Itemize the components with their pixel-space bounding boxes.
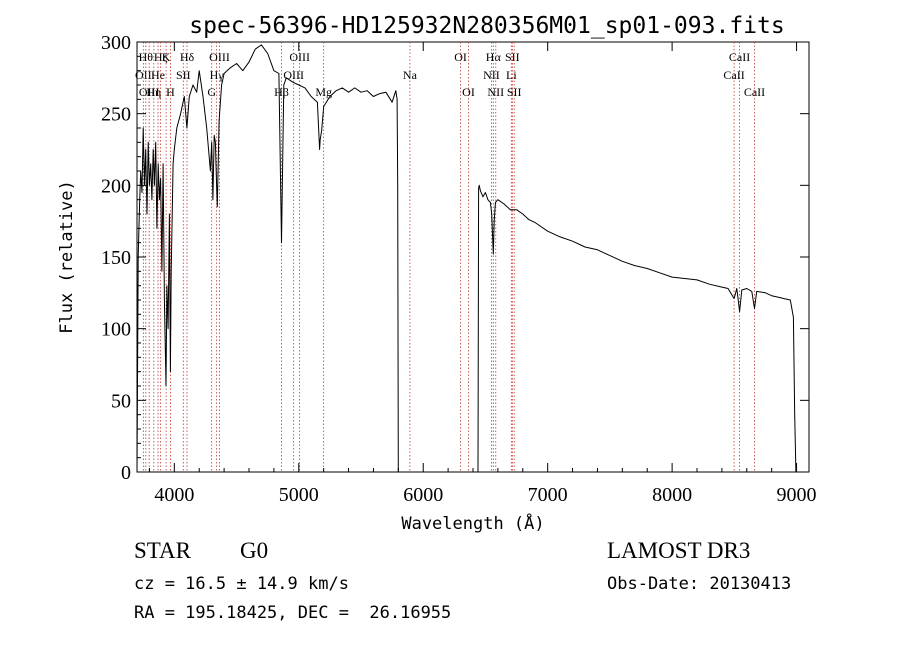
feature-label: OIII: [283, 68, 304, 82]
feature-label: CaII: [744, 85, 765, 99]
y-tick-label: 250: [101, 104, 131, 126]
feature-label: OIII: [209, 50, 230, 64]
coordinates: RA = 195.18425, DEC = 26.16955: [134, 603, 452, 623]
feature-label: SII: [505, 50, 520, 64]
x-tick-label: 8000: [652, 484, 692, 506]
feature-label: SII: [507, 85, 522, 99]
x-axis-label: Wavelength (Å): [401, 512, 544, 534]
redshift-value: cz = 16.5 ± 14.9 km/s: [134, 574, 349, 594]
feature-label: H: [166, 85, 175, 99]
object-class: STAR: [134, 538, 191, 563]
observation-date: Obs-Date: 20130413: [607, 574, 792, 594]
y-tick-label: 100: [101, 319, 131, 341]
feature-label: SII: [176, 68, 191, 82]
spectrum-chart: OIIHθOIIIHηHeHζKHSIIHδGHγOIIIHβOIIIOIIIM…: [57, 13, 817, 534]
feature-label: G: [207, 85, 216, 99]
feature-label: Na: [403, 68, 418, 82]
feature-label: OII: [135, 68, 152, 82]
survey-name: LAMOST DR3: [607, 538, 751, 563]
y-tick-label: 150: [101, 247, 131, 269]
feature-label: Li: [506, 68, 517, 82]
feature-label: CaII: [723, 68, 744, 82]
feature-label: NII: [487, 85, 504, 99]
chart-title: spec-56396-HD125932N280356M01_sp01-093.f…: [189, 13, 784, 39]
y-tick-label: 200: [101, 175, 131, 197]
feature-label: Hβ: [274, 85, 289, 99]
feature-label: NII: [483, 68, 500, 82]
x-tick-label: 6000: [403, 484, 443, 506]
spectrum-line-1: [136, 44, 399, 473]
feature-label: OI: [462, 85, 475, 99]
y-tick-label: 50: [111, 390, 131, 412]
feature-label: Hα: [486, 50, 502, 64]
feature-label: He: [151, 68, 165, 82]
feature-label: CaII: [729, 50, 750, 64]
x-tick-label: 5000: [279, 484, 319, 506]
y-axis-label: Flux (relative): [57, 180, 77, 334]
feature-label: OIII: [289, 50, 310, 64]
feature-label: Mg: [315, 85, 332, 99]
object-subclass: G0: [240, 538, 269, 563]
feature-label: Hθ: [139, 50, 154, 64]
feature-label: Hγ: [210, 68, 225, 82]
plot-frame: [136, 41, 810, 473]
x-tick-label: 9000: [777, 484, 817, 506]
feature-label: Hδ: [180, 50, 195, 64]
feature-label: OIII: [139, 85, 160, 99]
spectrum-line-2: [477, 184, 797, 473]
feature-label: K: [162, 50, 171, 64]
x-tick-label: 4000: [154, 484, 194, 506]
y-tick-label: 300: [101, 32, 131, 54]
x-tick-label: 7000: [528, 484, 568, 506]
feature-label: Hη: [146, 85, 161, 99]
feature-label: Hζ: [154, 50, 168, 64]
feature-label: OI: [454, 50, 467, 64]
y-tick-label: 0: [121, 462, 131, 484]
